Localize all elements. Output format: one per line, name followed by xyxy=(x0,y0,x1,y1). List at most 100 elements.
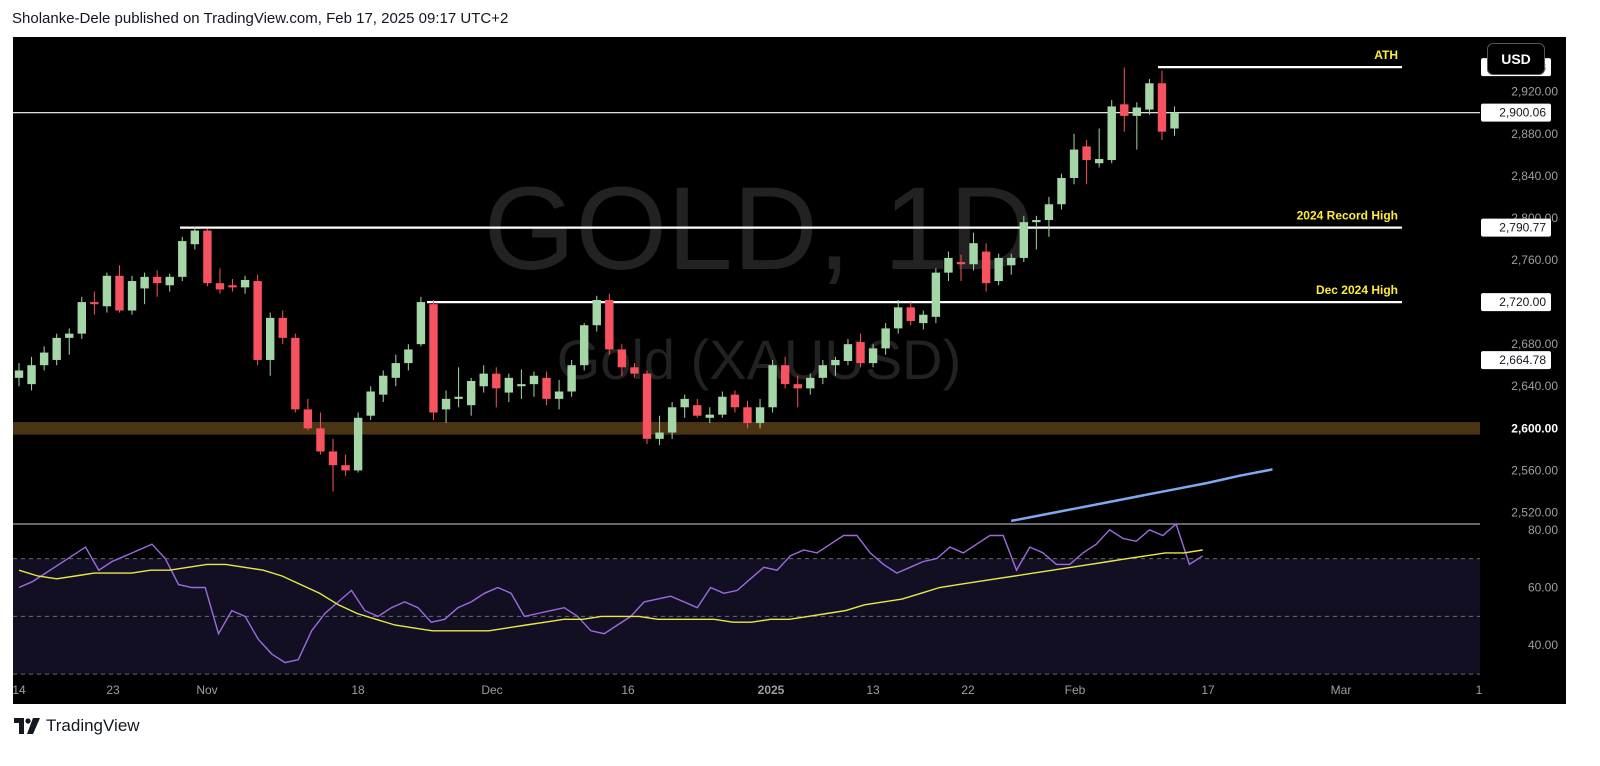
rsi-axis-tick: 60.00 xyxy=(1528,581,1558,595)
candle-body xyxy=(90,302,99,305)
x-axis-tick: 22 xyxy=(961,683,975,697)
candle-body xyxy=(906,307,915,322)
candle-body xyxy=(894,307,903,329)
candle-body xyxy=(931,272,941,317)
rsi-band-fill xyxy=(13,558,1480,675)
rsi-ma-line xyxy=(18,549,1203,632)
candle-body xyxy=(253,281,262,360)
candle-body xyxy=(228,285,237,288)
watermark-subtitle: Gold (XAUUSD) xyxy=(557,328,962,391)
candle-body xyxy=(605,299,614,350)
candle-body xyxy=(642,373,652,439)
candle-body xyxy=(944,257,953,273)
candle-body xyxy=(956,262,966,265)
candle-body xyxy=(1032,220,1041,223)
candle-body xyxy=(705,414,714,418)
candle-body xyxy=(755,407,765,424)
candle-body xyxy=(152,276,162,284)
support-zone xyxy=(13,422,1480,435)
price-axis-tick: 2,560.00 xyxy=(1511,463,1558,477)
candle-body xyxy=(806,377,815,389)
footer: TradingView xyxy=(14,716,140,736)
candle-body xyxy=(542,377,551,399)
candle-body xyxy=(14,370,24,378)
candle-body xyxy=(554,391,564,399)
candle-body xyxy=(52,337,61,360)
candle-body xyxy=(1007,257,1016,266)
price-label: 2,790.77 xyxy=(1499,221,1546,235)
candle-body xyxy=(328,451,338,466)
candle-body xyxy=(743,407,752,424)
candle-body xyxy=(881,328,890,349)
candle-body xyxy=(818,365,828,378)
candle-body xyxy=(404,349,413,364)
moving-average-line xyxy=(1010,468,1273,523)
price-axis-tick: 2,920.00 xyxy=(1511,85,1558,99)
candle-body xyxy=(115,275,124,311)
candle-body xyxy=(178,241,187,277)
candle-body xyxy=(718,396,727,415)
tradingview-logo-icon xyxy=(14,718,40,734)
candle-body xyxy=(580,325,589,366)
candle-body xyxy=(617,349,627,368)
price-label-box xyxy=(1481,351,1551,370)
candle-body xyxy=(1044,204,1054,221)
chart-panel[interactable]: GOLD, 1D Gold (XAUUSD) ATH 2024 Record High… xyxy=(13,37,1566,704)
x-axis-tick: Mar xyxy=(1331,683,1352,697)
candle-body xyxy=(366,391,375,416)
candle-body xyxy=(190,230,200,245)
candle-body xyxy=(1057,177,1066,205)
candle-body xyxy=(1157,83,1167,132)
candle-body xyxy=(919,314,928,324)
price-axis-tick: 2,520.00 xyxy=(1511,505,1558,519)
candle-body xyxy=(291,337,300,410)
x-axis-tick: 17 xyxy=(1201,683,1215,697)
rsi-axis-tick: 40.00 xyxy=(1528,638,1558,652)
candle-body xyxy=(730,394,740,408)
price-label-box xyxy=(1481,293,1551,312)
currency-button[interactable]: USD xyxy=(1487,43,1545,75)
price-chart-svg[interactable]: GOLD, 1D Gold (XAUUSD) ATH 2024 Record High… xyxy=(13,37,1566,704)
level-label: ATH xyxy=(1374,48,1398,62)
candle-body xyxy=(969,243,978,265)
x-axis-tick: 18 xyxy=(351,683,365,697)
candle-body xyxy=(391,363,400,378)
candle-body xyxy=(127,281,137,311)
x-axis-tick: Nov xyxy=(196,683,217,697)
candle-body xyxy=(140,276,149,289)
x-axis-tick: 13 xyxy=(866,683,880,697)
candle-body xyxy=(39,352,49,366)
candle-body xyxy=(667,407,677,433)
candle-body xyxy=(630,367,639,374)
footer-brand: TradingView xyxy=(46,716,140,735)
price-label: 2,720.00 xyxy=(1499,295,1546,309)
candle-body xyxy=(77,302,86,334)
candle-body xyxy=(1120,104,1129,116)
rsi-axis-tick: 80.00 xyxy=(1528,523,1558,537)
candle-body xyxy=(529,375,539,385)
x-axis-tick: 1 xyxy=(1476,683,1483,697)
candle-body xyxy=(868,348,878,364)
candle-body xyxy=(1145,83,1154,110)
candle-body xyxy=(203,230,212,284)
watermark-title: GOLD, 1D xyxy=(484,163,1035,295)
x-axis-tick: 14 xyxy=(13,683,26,697)
candle-body xyxy=(278,317,287,338)
candle-body xyxy=(843,344,853,361)
candle-body xyxy=(353,417,363,471)
candle-body xyxy=(1094,159,1104,164)
price-label: 2,900.06 xyxy=(1499,106,1546,120)
candle-body xyxy=(379,375,388,395)
candle-body xyxy=(102,275,112,307)
candle-body xyxy=(567,365,576,392)
price-axis-tick: 2,760.00 xyxy=(1511,253,1558,267)
candle-body xyxy=(303,409,313,429)
rsi-line xyxy=(18,522,1204,664)
x-axis-tick: 16 xyxy=(621,683,635,697)
candle-body xyxy=(479,373,488,387)
candle-body xyxy=(1132,107,1142,116)
x-axis-tick: 2025 xyxy=(758,683,785,697)
candle-body xyxy=(693,405,702,416)
candle-body xyxy=(416,302,426,345)
candle-body xyxy=(240,280,250,288)
